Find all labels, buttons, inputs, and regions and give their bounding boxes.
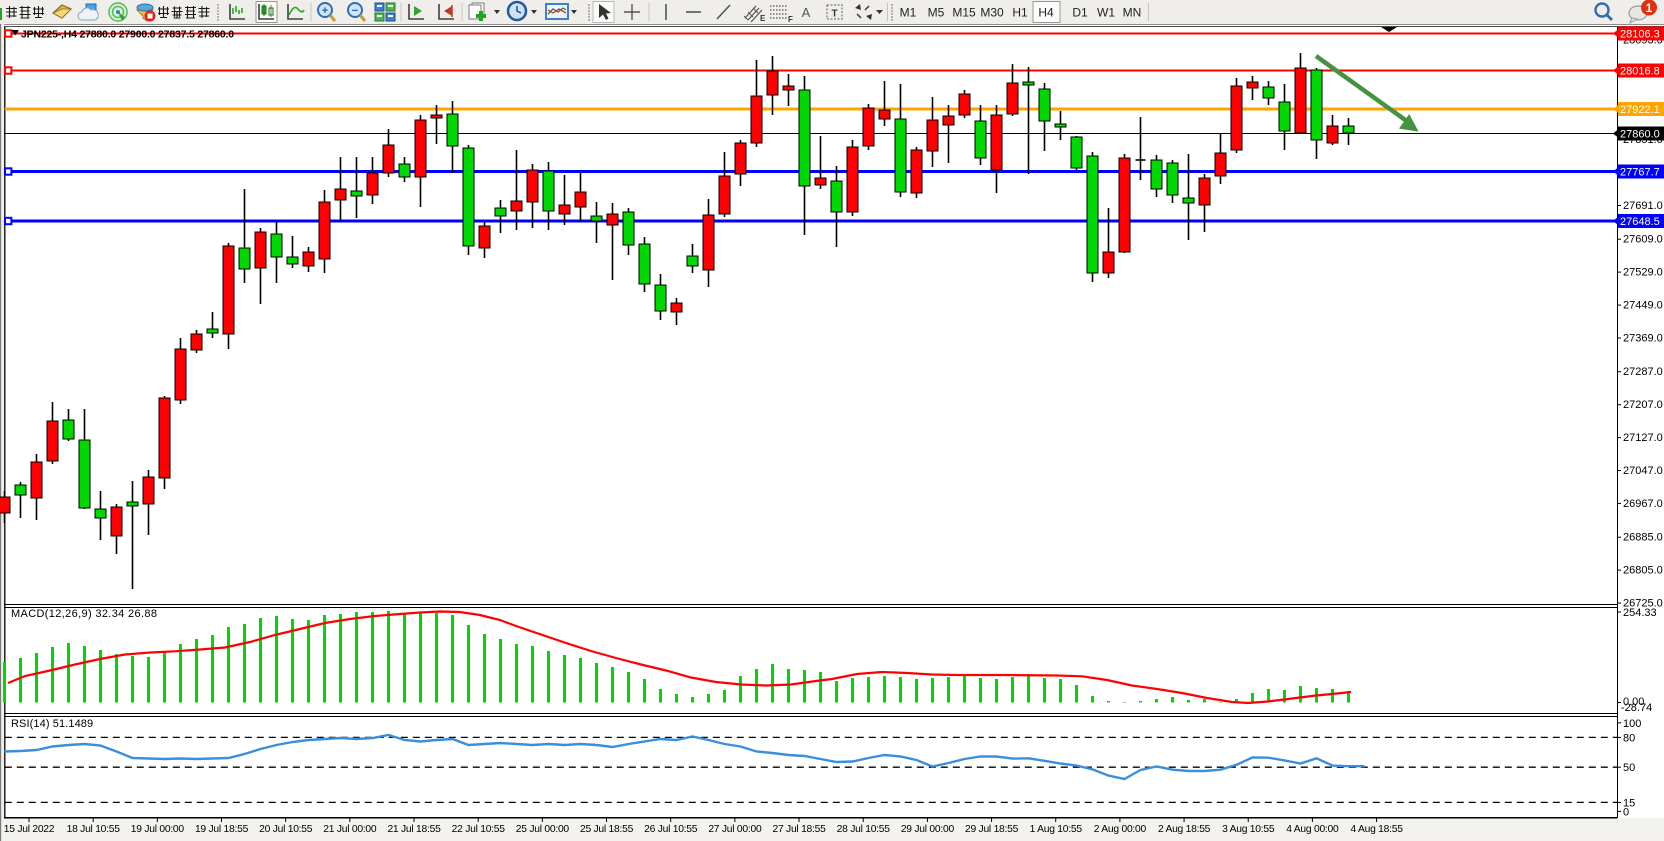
svg-text:E: E [760, 14, 766, 23]
svg-text:M30: M30 [980, 6, 1004, 20]
svg-text:MACD(12,26,9) 32.34 26.88: MACD(12,26,9) 32.34 26.88 [11, 608, 157, 620]
svg-text:26885.0: 26885.0 [1623, 532, 1663, 544]
svg-text:19 Jul 18:55: 19 Jul 18:55 [195, 824, 249, 835]
svg-text:H1: H1 [1012, 6, 1028, 20]
svg-text:27127.0: 27127.0 [1623, 432, 1663, 444]
svg-text:4 Aug 18:55: 4 Aug 18:55 [1350, 824, 1403, 835]
svg-text:27 Jul 18:55: 27 Jul 18:55 [772, 824, 826, 835]
svg-text:27369.0: 27369.0 [1623, 333, 1663, 345]
svg-text:21 Jul 00:00: 21 Jul 00:00 [323, 824, 377, 835]
svg-text:50: 50 [1623, 762, 1635, 774]
svg-text:29 Jul 18:55: 29 Jul 18:55 [965, 824, 1019, 835]
svg-text:27691.0: 27691.0 [1623, 200, 1663, 212]
svg-text:3 Aug 10:55: 3 Aug 10:55 [1222, 824, 1275, 835]
svg-text:M5: M5 [928, 6, 945, 20]
svg-text:27922.1: 27922.1 [1620, 104, 1660, 116]
svg-text:JPN225-,H4 27880.0 27900.0 27: JPN225-,H4 27880.0 27900.0 27837.5 27860… [21, 29, 234, 41]
svg-text:27047.0: 27047.0 [1623, 465, 1663, 477]
svg-text:18 Jul 10:55: 18 Jul 10:55 [67, 824, 121, 835]
svg-text:27449.0: 27449.0 [1623, 300, 1663, 312]
svg-text:0: 0 [1623, 806, 1629, 818]
svg-text:28016.8: 28016.8 [1620, 66, 1660, 78]
svg-text:1: 1 [1646, 1, 1653, 15]
svg-text:15 Jul 2022: 15 Jul 2022 [4, 824, 55, 835]
svg-text:MN: MN [1123, 6, 1142, 20]
svg-text:27609.0: 27609.0 [1623, 234, 1663, 246]
svg-text:28 Jul 10:55: 28 Jul 10:55 [837, 824, 891, 835]
svg-text:100: 100 [1623, 718, 1641, 730]
svg-text:28106.3: 28106.3 [1620, 29, 1660, 41]
svg-text:M15: M15 [952, 6, 976, 20]
svg-text:T: T [831, 9, 837, 20]
svg-text:25 Jul 00:00: 25 Jul 00:00 [516, 824, 570, 835]
svg-text:4 Aug 00:00: 4 Aug 00:00 [1286, 824, 1339, 835]
svg-text:29 Jul 00:00: 29 Jul 00:00 [901, 824, 955, 835]
svg-text:25 Jul 18:55: 25 Jul 18:55 [580, 824, 634, 835]
svg-text:15: 15 [1623, 797, 1635, 809]
svg-text:0.00: 0.00 [1623, 696, 1644, 708]
svg-text:26967.0: 26967.0 [1623, 498, 1663, 510]
svg-text:1 Aug 10:55: 1 Aug 10:55 [1030, 824, 1083, 835]
svg-text:254.33: 254.33 [1623, 607, 1657, 619]
svg-text:80: 80 [1623, 732, 1635, 744]
svg-text:19 Jul 00:00: 19 Jul 00:00 [131, 824, 185, 835]
svg-text:27860.0: 27860.0 [1620, 129, 1660, 141]
svg-text:2 Aug 18:55: 2 Aug 18:55 [1158, 824, 1211, 835]
svg-text:26 Jul 10:55: 26 Jul 10:55 [644, 824, 698, 835]
svg-text:27767.7: 27767.7 [1620, 167, 1660, 179]
svg-text:20 Jul 10:55: 20 Jul 10:55 [259, 824, 313, 835]
svg-text:W1: W1 [1097, 6, 1115, 20]
svg-text:27 Jul 00:00: 27 Jul 00:00 [708, 824, 762, 835]
svg-text:D1: D1 [1072, 6, 1088, 20]
svg-text:22 Jul 10:55: 22 Jul 10:55 [452, 824, 506, 835]
svg-text:RSI(14) 51.1489: RSI(14) 51.1489 [11, 718, 93, 730]
svg-text:+: + [322, 5, 328, 17]
svg-text:27287.0: 27287.0 [1623, 366, 1663, 378]
svg-text:H4: H4 [1038, 6, 1054, 20]
svg-text:2 Aug 00:00: 2 Aug 00:00 [1094, 824, 1147, 835]
svg-text:27207.0: 27207.0 [1623, 399, 1663, 411]
svg-text:A: A [802, 5, 811, 20]
svg-text:-28.74: -28.74 [1621, 702, 1652, 714]
svg-text:27648.5: 27648.5 [1620, 216, 1660, 228]
svg-text:27529.0: 27529.0 [1623, 267, 1663, 279]
svg-text:26725.0: 26725.0 [1623, 598, 1663, 610]
svg-text:26805.0: 26805.0 [1623, 565, 1663, 577]
svg-text:F: F [788, 15, 793, 24]
svg-text:−: − [352, 5, 358, 17]
svg-text:M1: M1 [900, 6, 917, 20]
svg-text:21 Jul 18:55: 21 Jul 18:55 [387, 824, 441, 835]
